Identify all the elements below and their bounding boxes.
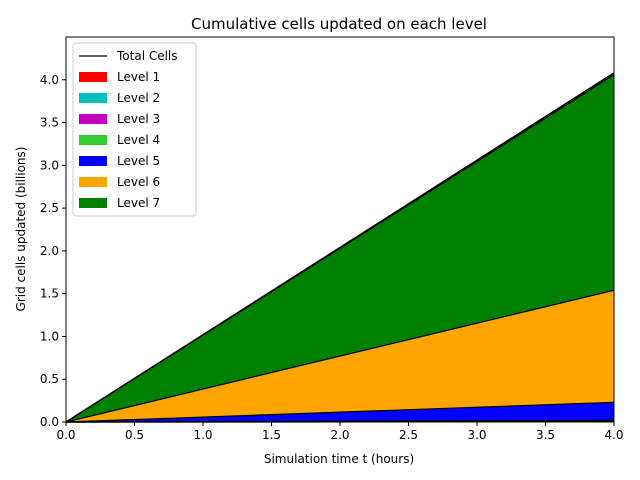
x-tick-label: 0.5 xyxy=(125,428,144,442)
y-tick-label: 0.5 xyxy=(40,372,59,386)
legend-label-total-cells: Total Cells xyxy=(116,49,178,63)
x-tick-label: 0.0 xyxy=(56,428,75,442)
legend-swatch-level-2 xyxy=(79,93,107,103)
legend-frame xyxy=(72,42,197,217)
boundary-line-level-6 xyxy=(65,289,615,423)
y-tick-label: 3.5 xyxy=(40,116,59,130)
chart-title: Cumulative cells updated on each level xyxy=(191,15,487,33)
boundary-line-level-5 xyxy=(65,401,615,423)
legend-swatch-level-1 xyxy=(79,72,107,82)
legend-label-level-5: Level 5 xyxy=(117,154,160,168)
y-tick-label: 1.5 xyxy=(40,287,59,301)
y-tick-label: 2.5 xyxy=(40,201,59,215)
x-axis-label: Simulation time t (hours) xyxy=(264,452,414,466)
x-tick-label: 3.5 xyxy=(536,428,555,442)
y-tick-label: 1.0 xyxy=(40,329,59,343)
x-tick-label: 1.5 xyxy=(262,428,281,442)
legend-swatch-level-6 xyxy=(79,177,107,187)
legend-swatch-level-7 xyxy=(79,198,107,208)
x-tick-label: 1.0 xyxy=(193,428,212,442)
y-axis-label: Grid cells updated (billions) xyxy=(14,147,28,312)
x-tick-label: 4.0 xyxy=(604,428,623,442)
total-cells-line xyxy=(65,72,615,423)
legend-label-level-2: Level 2 xyxy=(117,91,160,105)
y-tick-label: 2.0 xyxy=(40,244,59,258)
legend-label-level-4: Level 4 xyxy=(117,133,160,147)
x-axis-ticks: 0.0 0.5 1.0 1.5 2.0 2.5 3.0 3.5 4.0 xyxy=(56,422,624,442)
x-tick-label: 3.0 xyxy=(467,428,486,442)
legend: Total Cells Level 1 Level 2 Level 3 Level 4 L… xyxy=(72,42,197,217)
legend-swatch-level-5 xyxy=(79,156,107,166)
x-tick-label: 2.0 xyxy=(330,428,349,442)
x-tick-label: 2.5 xyxy=(399,428,418,442)
y-tick-label: 4.0 xyxy=(40,73,59,87)
y-tick-label: 0.0 xyxy=(40,415,59,429)
legend-swatch-level-4 xyxy=(79,135,107,145)
y-axis-ticks: 0.0 0.5 1.0 1.5 2.0 2.5 3.0 3.5 4.0 xyxy=(40,73,66,429)
legend-label-level-3: Level 3 xyxy=(117,112,160,126)
legend-swatch-level-3 xyxy=(79,114,107,124)
legend-label-level-6: Level 6 xyxy=(117,175,160,189)
legend-label-level-7: Level 7 xyxy=(117,196,160,210)
legend-label-level-1: Level 1 xyxy=(117,70,160,84)
y-tick-label: 3.0 xyxy=(40,158,59,172)
